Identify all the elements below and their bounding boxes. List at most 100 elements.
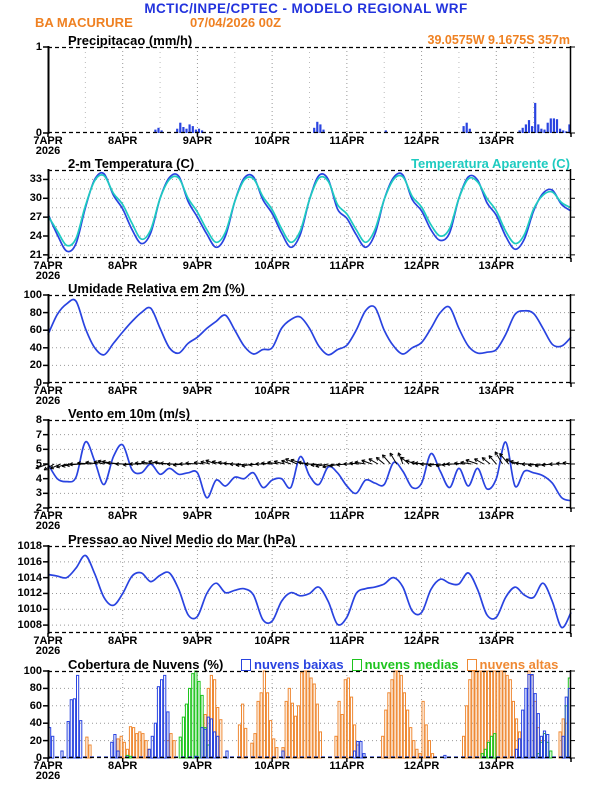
y-tick-label: 24 <box>29 230 42 242</box>
x-tick-label: 9APR <box>182 260 213 272</box>
legend-item-low-clouds: nuvens baixas <box>241 657 344 672</box>
x-tick-label: 8APR <box>108 760 138 772</box>
y-tick-label: 5 <box>35 458 42 470</box>
low-clouds-swatch-icon <box>241 658 251 671</box>
y-tick-label: 40 <box>29 717 42 730</box>
x-tick-label: 13APR <box>478 635 515 647</box>
station-coordinates: 39.0575W 9.1675S 357m <box>427 33 570 47</box>
x-tick-label: 8APR <box>108 635 138 647</box>
y-tick-label: 60 <box>29 699 42 712</box>
panel-humidity: Umidade Relativa em 2m (%) 100 80 60 40 20 0 7… <box>0 280 612 407</box>
y-tick-label: 30 <box>29 192 42 205</box>
panel-temperature: 2-m Temperatura (C) Temperatura Aparente… <box>0 155 612 282</box>
y-tick-label: 20 <box>29 359 42 372</box>
x-tick-label: 12APR <box>403 510 440 522</box>
y-tick-label: 2 <box>35 502 42 514</box>
y-tick-label: 100 <box>23 665 42 677</box>
x-tick-label: 7APR <box>33 510 63 522</box>
x-tick-label: 13APR <box>478 760 515 772</box>
y-tick-label: 1018 <box>17 540 42 552</box>
y-tick-label: 6 <box>35 443 42 456</box>
y-tick-label: 1 <box>35 41 42 53</box>
panel-title-apparent-temperature: Temperatura Aparente (C) <box>411 156 570 171</box>
panel-clouds: Cobertura de Nuvens (%) nuvens baixas nu… <box>0 656 612 782</box>
panel-title-wind: Vento em 10m (m/s) <box>68 406 191 421</box>
y-tick-label: 33 <box>29 173 42 186</box>
legend-label-low-clouds: nuvens baixas <box>254 657 344 672</box>
y-tick-label: 20 <box>29 734 42 747</box>
y-tick-label: 8 <box>35 414 42 426</box>
x-tick-label: 7APR <box>33 385 63 397</box>
y-tick-label: 1016 <box>17 555 42 568</box>
x-tick-label: 7APR <box>33 635 63 647</box>
x-tick-label: 10APR <box>254 260 290 272</box>
x-tick-label: 9APR <box>182 635 213 647</box>
y-tick-label: 1008 <box>17 619 42 632</box>
wind-plot <box>35 419 575 512</box>
y-tick-label: 0 <box>35 752 42 764</box>
y-tick-label: 0 <box>35 127 42 139</box>
x-tick-label: 10APR <box>254 510 290 522</box>
y-tick-label: 1010 <box>17 603 42 616</box>
legend-item-high-clouds: nuvens altas <box>466 657 559 672</box>
panel-title-temperature: 2-m Temperatura (C) <box>68 156 195 171</box>
y-tick-label: 7 <box>35 428 42 441</box>
y-tick-label: 4 <box>35 472 42 485</box>
x-tick-label: 12APR <box>403 760 440 772</box>
y-tick-label: 21 <box>29 248 42 261</box>
legend-label-high-clouds: nuvens altas <box>479 657 559 672</box>
x-tick-label: 12APR <box>403 385 440 397</box>
x-tick-label: 11APR <box>329 635 365 647</box>
year-label: 2026 <box>35 145 61 157</box>
y-tick-label: 60 <box>29 324 42 337</box>
panel-title-clouds: Cobertura de Nuvens (%) <box>68 657 224 672</box>
precipitation-plot <box>43 46 575 137</box>
y-tick-label: 0 <box>35 377 42 389</box>
y-tick-label: 1012 <box>17 587 42 600</box>
x-tick-label: 11APR <box>329 760 365 772</box>
x-tick-label: 9APR <box>182 135 213 147</box>
x-tick-label: 8APR <box>108 510 138 522</box>
x-tick-label: 9APR <box>182 760 213 772</box>
x-tick-label: 8APR <box>108 135 138 147</box>
high-clouds-swatch-icon <box>466 658 477 671</box>
panel-title-humidity: Umidade Relativa em 2m (%) <box>68 281 246 296</box>
legend-label-mid-clouds: nuvens medias <box>364 657 459 672</box>
y-tick-label: 100 <box>23 289 42 301</box>
year-label: 2026 <box>35 645 61 657</box>
y-tick-label: 27 <box>29 211 42 224</box>
x-tick-label: 8APR <box>108 385 138 397</box>
y-tick-label: 1014 <box>17 571 42 584</box>
panel-title-precipitation: Precipitacao (mm/h) <box>68 33 193 48</box>
y-tick-label: 3 <box>35 487 42 500</box>
y-tick-label: 80 <box>29 682 42 695</box>
temperature-plot <box>43 169 575 262</box>
x-tick-label: 10APR <box>254 760 290 772</box>
panel-pressure: Pressao ao Nivel Medio do Mar (hPa) 1018… <box>0 531 612 657</box>
x-tick-label: 10APR <box>254 385 290 397</box>
legend-item-mid-clouds: nuvens medias <box>351 657 459 672</box>
x-tick-label: 12APR <box>403 135 440 147</box>
x-tick-label: 8APR <box>108 260 138 272</box>
x-tick-label: 9APR <box>182 385 213 397</box>
x-tick-label: 13APR <box>478 135 515 147</box>
y-tick-label: 40 <box>29 341 42 354</box>
panel-precipitation: Precipitacao (mm/h) 39.0575W 9.1675S 357… <box>0 32 612 157</box>
model-title: MCTIC/INPE/CPTEC - MODELO REGIONAL WRF <box>144 1 468 16</box>
mid-clouds-swatch-icon <box>351 658 362 671</box>
x-tick-label: 7APR <box>33 260 63 272</box>
x-tick-label: 13APR <box>478 510 515 522</box>
year-label: 2026 <box>35 395 61 407</box>
x-tick-label: 11APR <box>329 385 365 397</box>
pressure-plot <box>43 545 575 637</box>
x-tick-label: 10APR <box>254 135 290 147</box>
x-tick-label: 9APR <box>182 510 213 522</box>
panel-title-pressure: Pressao ao Nivel Medio do Mar (hPa) <box>68 532 296 547</box>
cloud-legend: nuvens baixas nuvens medias nuvens altas <box>241 657 558 672</box>
x-tick-label: 11APR <box>329 260 365 272</box>
x-tick-label: 7APR <box>33 760 63 772</box>
x-tick-label: 13APR <box>478 385 515 397</box>
x-tick-label: 13APR <box>478 260 515 272</box>
year-label: 2026 <box>35 520 61 532</box>
